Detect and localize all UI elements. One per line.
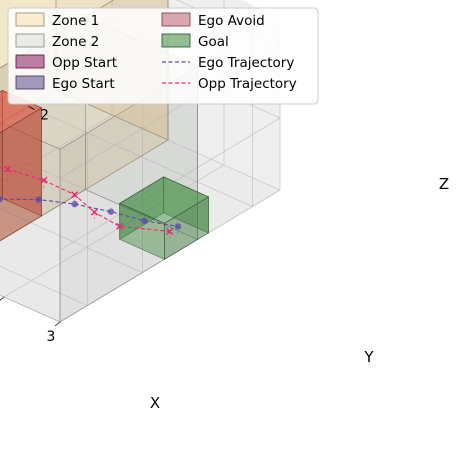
legend-swatch-zone-1 <box>15 12 45 27</box>
legend-label-goal: Goal <box>198 34 229 50</box>
box-goal-top-face <box>118 176 210 224</box>
ego-trajectory-point <box>0 196 3 203</box>
axis-ticks: 3210−1−1012012 <box>0 106 61 345</box>
legend-label-opp-trajectory: Opp Trajectory <box>198 76 297 92</box>
opp-trajectory-point <box>166 227 174 235</box>
legend-label-opp-start: Opp Start <box>52 55 117 71</box>
opp-trajectory-point <box>71 191 79 199</box>
legend-label-zone-1: Zone 1 <box>52 13 99 29</box>
legend-swatch-goal <box>161 33 191 48</box>
y-axis-label: Y <box>363 348 374 366</box>
ego-trajectory-line <box>0 198 179 227</box>
grid-wall-z-left <box>59 117 281 251</box>
legend-entries: Zone 1 Zone 2 Opp Start Ego Start Ego Avoid G… <box>15 12 297 92</box>
ego-trajectory-point <box>107 208 115 215</box>
box-ego-avoid <box>0 89 43 242</box>
ego-trajectory-point <box>35 196 42 203</box>
legend-swatch-ego-start <box>15 75 45 90</box>
legend-label-zone-2: Zone 2 <box>52 34 99 50</box>
legend: Zone 1 Zone 2 Opp Start Ego Start Ego Avoid G… <box>7 7 319 105</box>
trajectories <box>0 165 182 235</box>
ego-trajectory-point <box>141 217 148 225</box>
ego-trajectory-point <box>174 223 182 230</box>
opp-trajectory-point <box>90 208 98 216</box>
legend-swatch-opp-start <box>15 54 45 69</box>
y-tick-label: 2 <box>40 108 49 124</box>
legend-label-ego-avoid: Ego Avoid <box>198 13 265 29</box>
x-axis-label: X <box>150 394 160 412</box>
opp-trajectory-point <box>40 176 48 184</box>
opp-trajectory-point <box>116 222 124 230</box>
legend-label-ego-trajectory: Ego Trajectory <box>198 55 294 71</box>
grid-floor-y <box>0 265 88 306</box>
box-goal <box>118 176 210 260</box>
opp-trajectory-point <box>4 165 12 173</box>
legend-swatch-ego-avoid <box>161 12 191 27</box>
z-axis-label: Z <box>439 175 449 193</box>
legend-frame <box>7 7 319 105</box>
x-tick-label: 3 <box>47 329 56 345</box>
x-tick-mark <box>0 296 5 301</box>
x-tick-mark <box>54 321 61 327</box>
grid-floor-x <box>3 164 225 298</box>
legend-swatch-zone-2 <box>15 33 45 48</box>
y-tick-mark <box>28 106 35 110</box>
ego-trajectory-point <box>71 200 78 208</box>
legend-label-ego-start: Ego Start <box>52 76 115 92</box>
opp-trajectory-line <box>0 166 170 232</box>
